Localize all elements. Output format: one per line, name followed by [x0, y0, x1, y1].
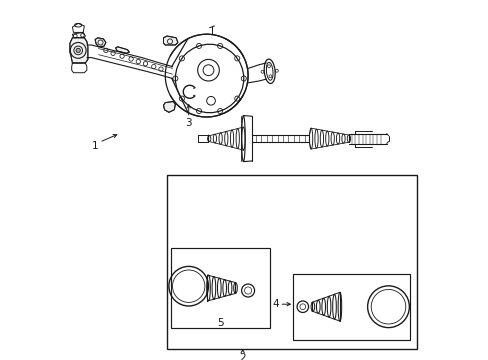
Polygon shape: [115, 47, 129, 53]
Text: 1: 1: [92, 141, 98, 151]
Text: 2: 2: [239, 353, 245, 360]
Polygon shape: [95, 38, 106, 47]
Text: 4: 4: [272, 299, 279, 309]
Text: 5: 5: [217, 318, 223, 328]
Polygon shape: [163, 102, 175, 112]
Bar: [170, 248, 269, 328]
Bar: [292, 274, 409, 340]
Circle shape: [76, 48, 80, 53]
Polygon shape: [70, 38, 88, 63]
Polygon shape: [163, 36, 178, 45]
Bar: [167, 175, 416, 349]
Text: 3: 3: [185, 118, 192, 129]
